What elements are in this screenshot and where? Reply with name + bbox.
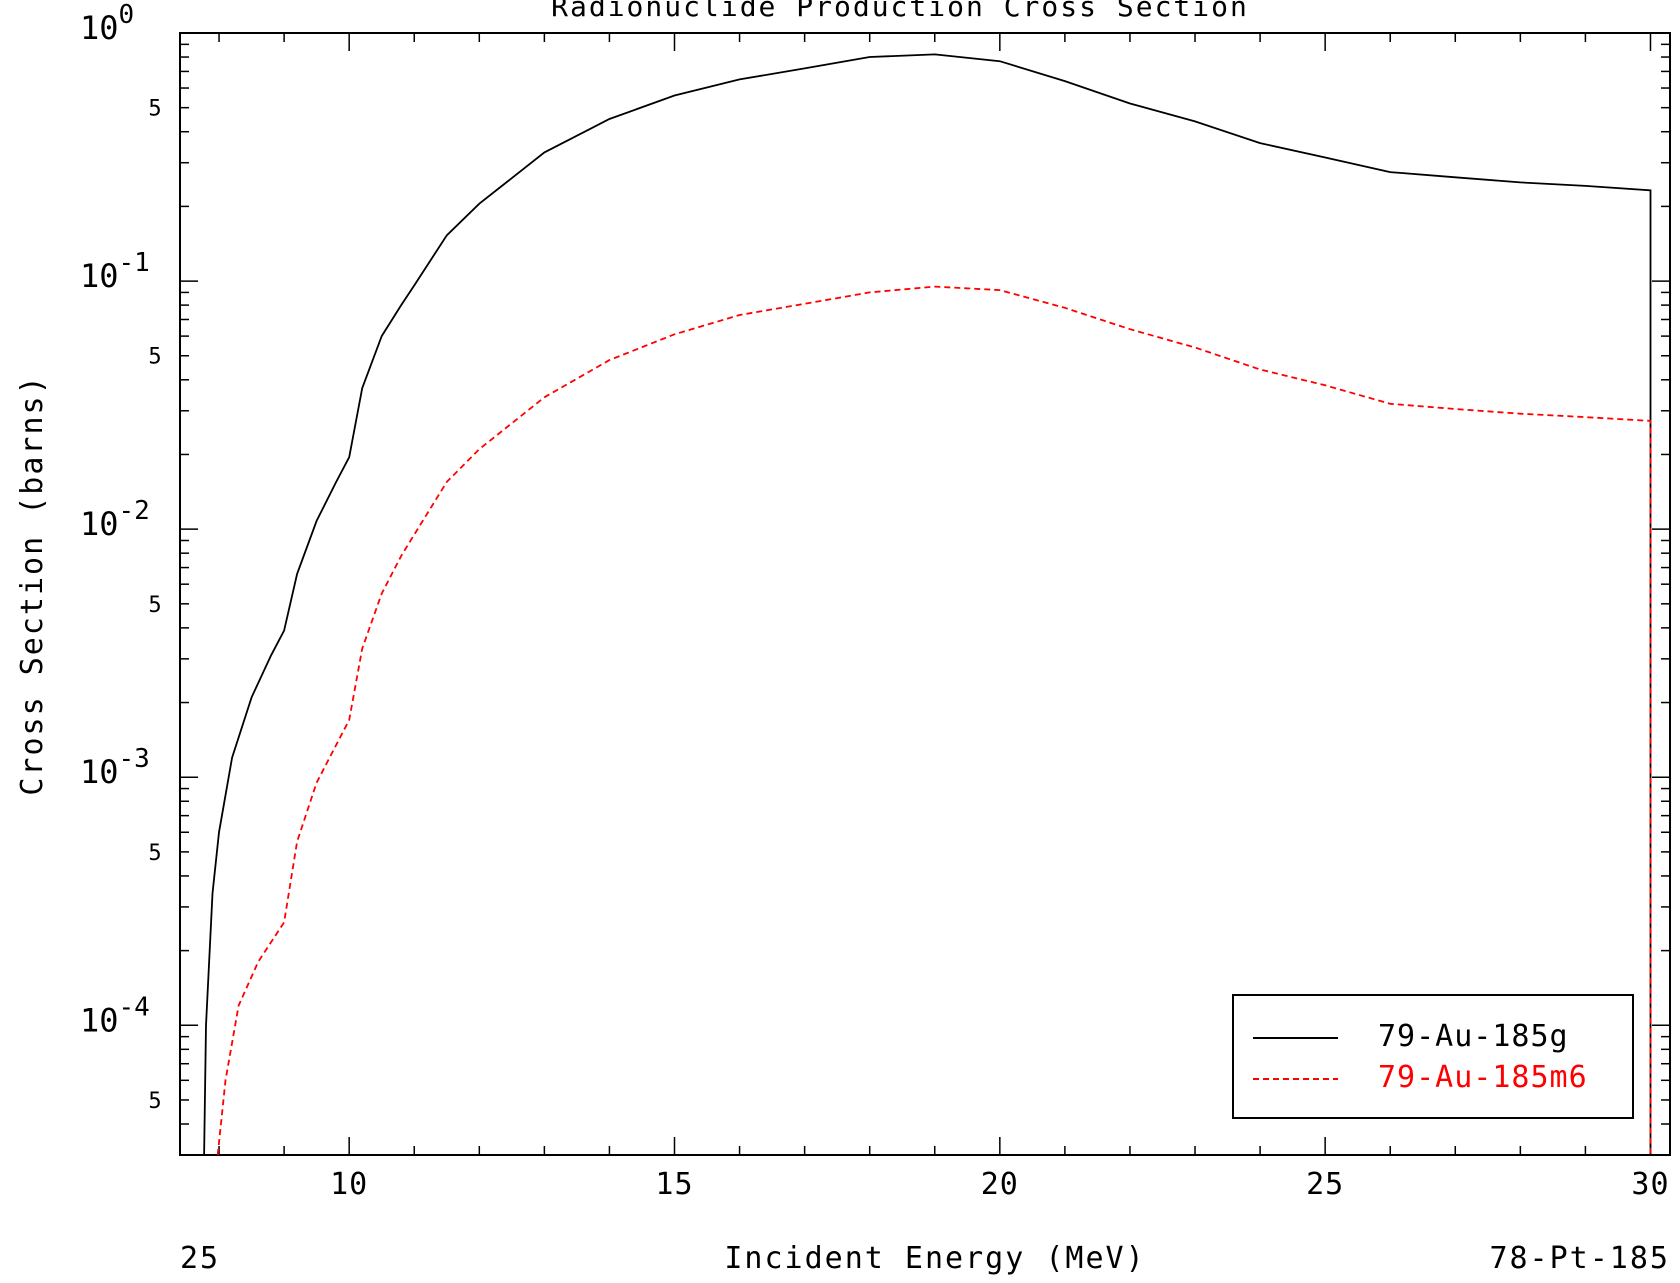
y-tick-label-exponent: -4: [119, 992, 150, 1022]
y-tick-label-exponent: -2: [119, 496, 150, 526]
y-tick-label: 10-2: [80, 496, 150, 543]
legend: 79-Au-185g 79-Au-185m6: [1232, 994, 1634, 1119]
y-tick-label-base: 10: [80, 1001, 119, 1039]
y-tick-label-base: 10: [80, 9, 119, 47]
y-minor-tick-label: 5: [148, 345, 161, 370]
footer-left-label: 25: [180, 1241, 220, 1276]
x-tick-label: 10: [330, 1167, 368, 1202]
y-tick-label-exponent: -1: [119, 248, 150, 278]
y-tick-label-base: 10: [80, 753, 119, 791]
y-tick-label: 10-1: [80, 248, 150, 295]
chart-title: Radionuclide Production Cross Section: [551, 0, 1249, 23]
y-tick-label-base: 10: [80, 257, 119, 295]
x-tick-labels: 10 15 20 25 30: [330, 1167, 1669, 1202]
y-tick-label: 10-3: [80, 744, 150, 791]
plot-frame: [179, 32, 1671, 1156]
x-tick-label: 30: [1631, 1167, 1669, 1202]
y-tick-label-base: 10: [80, 505, 119, 543]
legend-box: [1232, 994, 1634, 1119]
y-minor-tick-label: 5: [148, 1089, 161, 1114]
y-axis-label: Cross Section (barns): [15, 374, 50, 795]
series-line-0: [203, 53, 1652, 1156]
x-axis-label: Incident Energy (MeV): [724, 1241, 1145, 1276]
y-tick-label: 10-4: [80, 992, 150, 1039]
x-tick-label: 25: [1306, 1167, 1344, 1202]
y-tick-label-exponent: -3: [119, 744, 150, 774]
legend-label-au-185m6: 79-Au-185m6: [1378, 1060, 1588, 1095]
y-tick-label: 100: [80, 0, 134, 47]
x-tick-label: 20: [981, 1167, 1019, 1202]
series-line-1: [216, 285, 1652, 1156]
y-minor-tick-label: 5: [148, 593, 161, 618]
footer-right-label: 78-Pt-185: [1489, 1241, 1670, 1276]
y-minor-tick-label: 5: [148, 841, 161, 866]
x-tick-label: 15: [655, 1167, 693, 1202]
axis-ticks: [180, 32, 1670, 1156]
y-tick-label-exponent: 0: [119, 0, 135, 30]
series-layer: [203, 53, 1652, 1156]
y-minor-tick-label: 5: [148, 97, 161, 122]
legend-label-au-185g: 79-Au-185g: [1378, 1019, 1569, 1054]
